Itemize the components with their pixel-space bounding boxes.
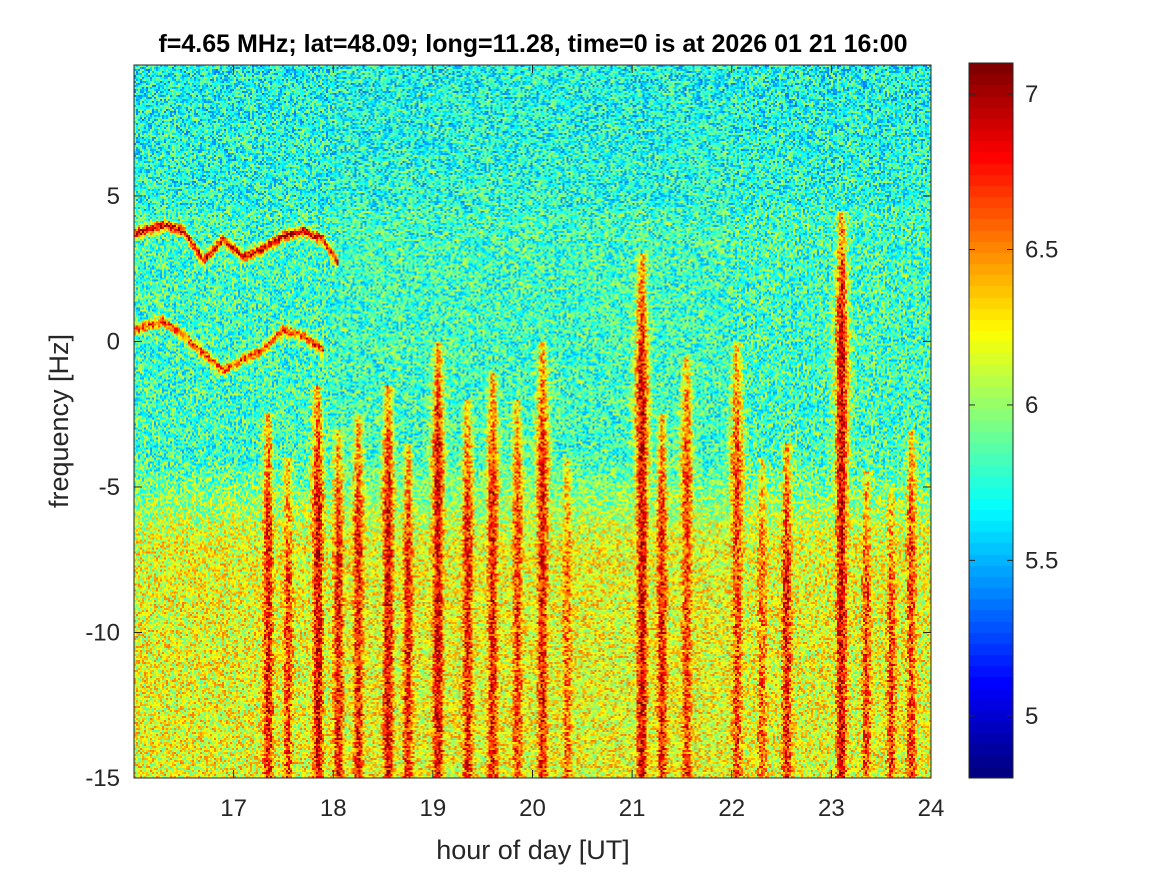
- x-tick-label: 22: [718, 795, 745, 822]
- chart-title: f=4.65 MHz; lat=48.09; long=11.28, time=…: [158, 30, 907, 58]
- plot-frame: [133, 64, 932, 779]
- y-tick-label: -5: [99, 474, 120, 501]
- axes: 17 18 19 20 21 22 23 24 -15 -10 -5 0 5: [85, 64, 945, 822]
- colorbar-gradient: [969, 63, 1013, 778]
- colorbar-tick-label: 5: [1025, 703, 1038, 730]
- y-tick-label: -10: [85, 619, 120, 646]
- y-tick-label: 0: [107, 328, 120, 355]
- x-tick-label: 23: [818, 795, 845, 822]
- x-tick-label: 21: [619, 795, 646, 822]
- colorbar-tick-label: 7: [1025, 81, 1038, 108]
- x-tick-label: 24: [918, 795, 945, 822]
- y-axis-label: frequency [Hz]: [44, 334, 74, 508]
- colorbar-frame: [968, 62, 1014, 779]
- x-tick-label: 20: [519, 795, 546, 822]
- x-tick-label: 17: [220, 795, 247, 822]
- colorbar-tick-label: 6.5: [1025, 237, 1058, 264]
- y-tick-label: -15: [85, 765, 120, 792]
- x-tick-label: 18: [320, 795, 347, 822]
- colorbar-tick-label: 6: [1025, 392, 1038, 419]
- colorbar-axis: 5 5.5 6 6.5 7: [968, 62, 1058, 779]
- x-axis-label: hour of day [UT]: [436, 835, 630, 865]
- y-tick-label: 5: [107, 183, 120, 210]
- x-tick-label: 19: [420, 795, 447, 822]
- spectrogram-heatmap: [134, 65, 931, 778]
- colorbar-tick-label: 5.5: [1025, 547, 1058, 574]
